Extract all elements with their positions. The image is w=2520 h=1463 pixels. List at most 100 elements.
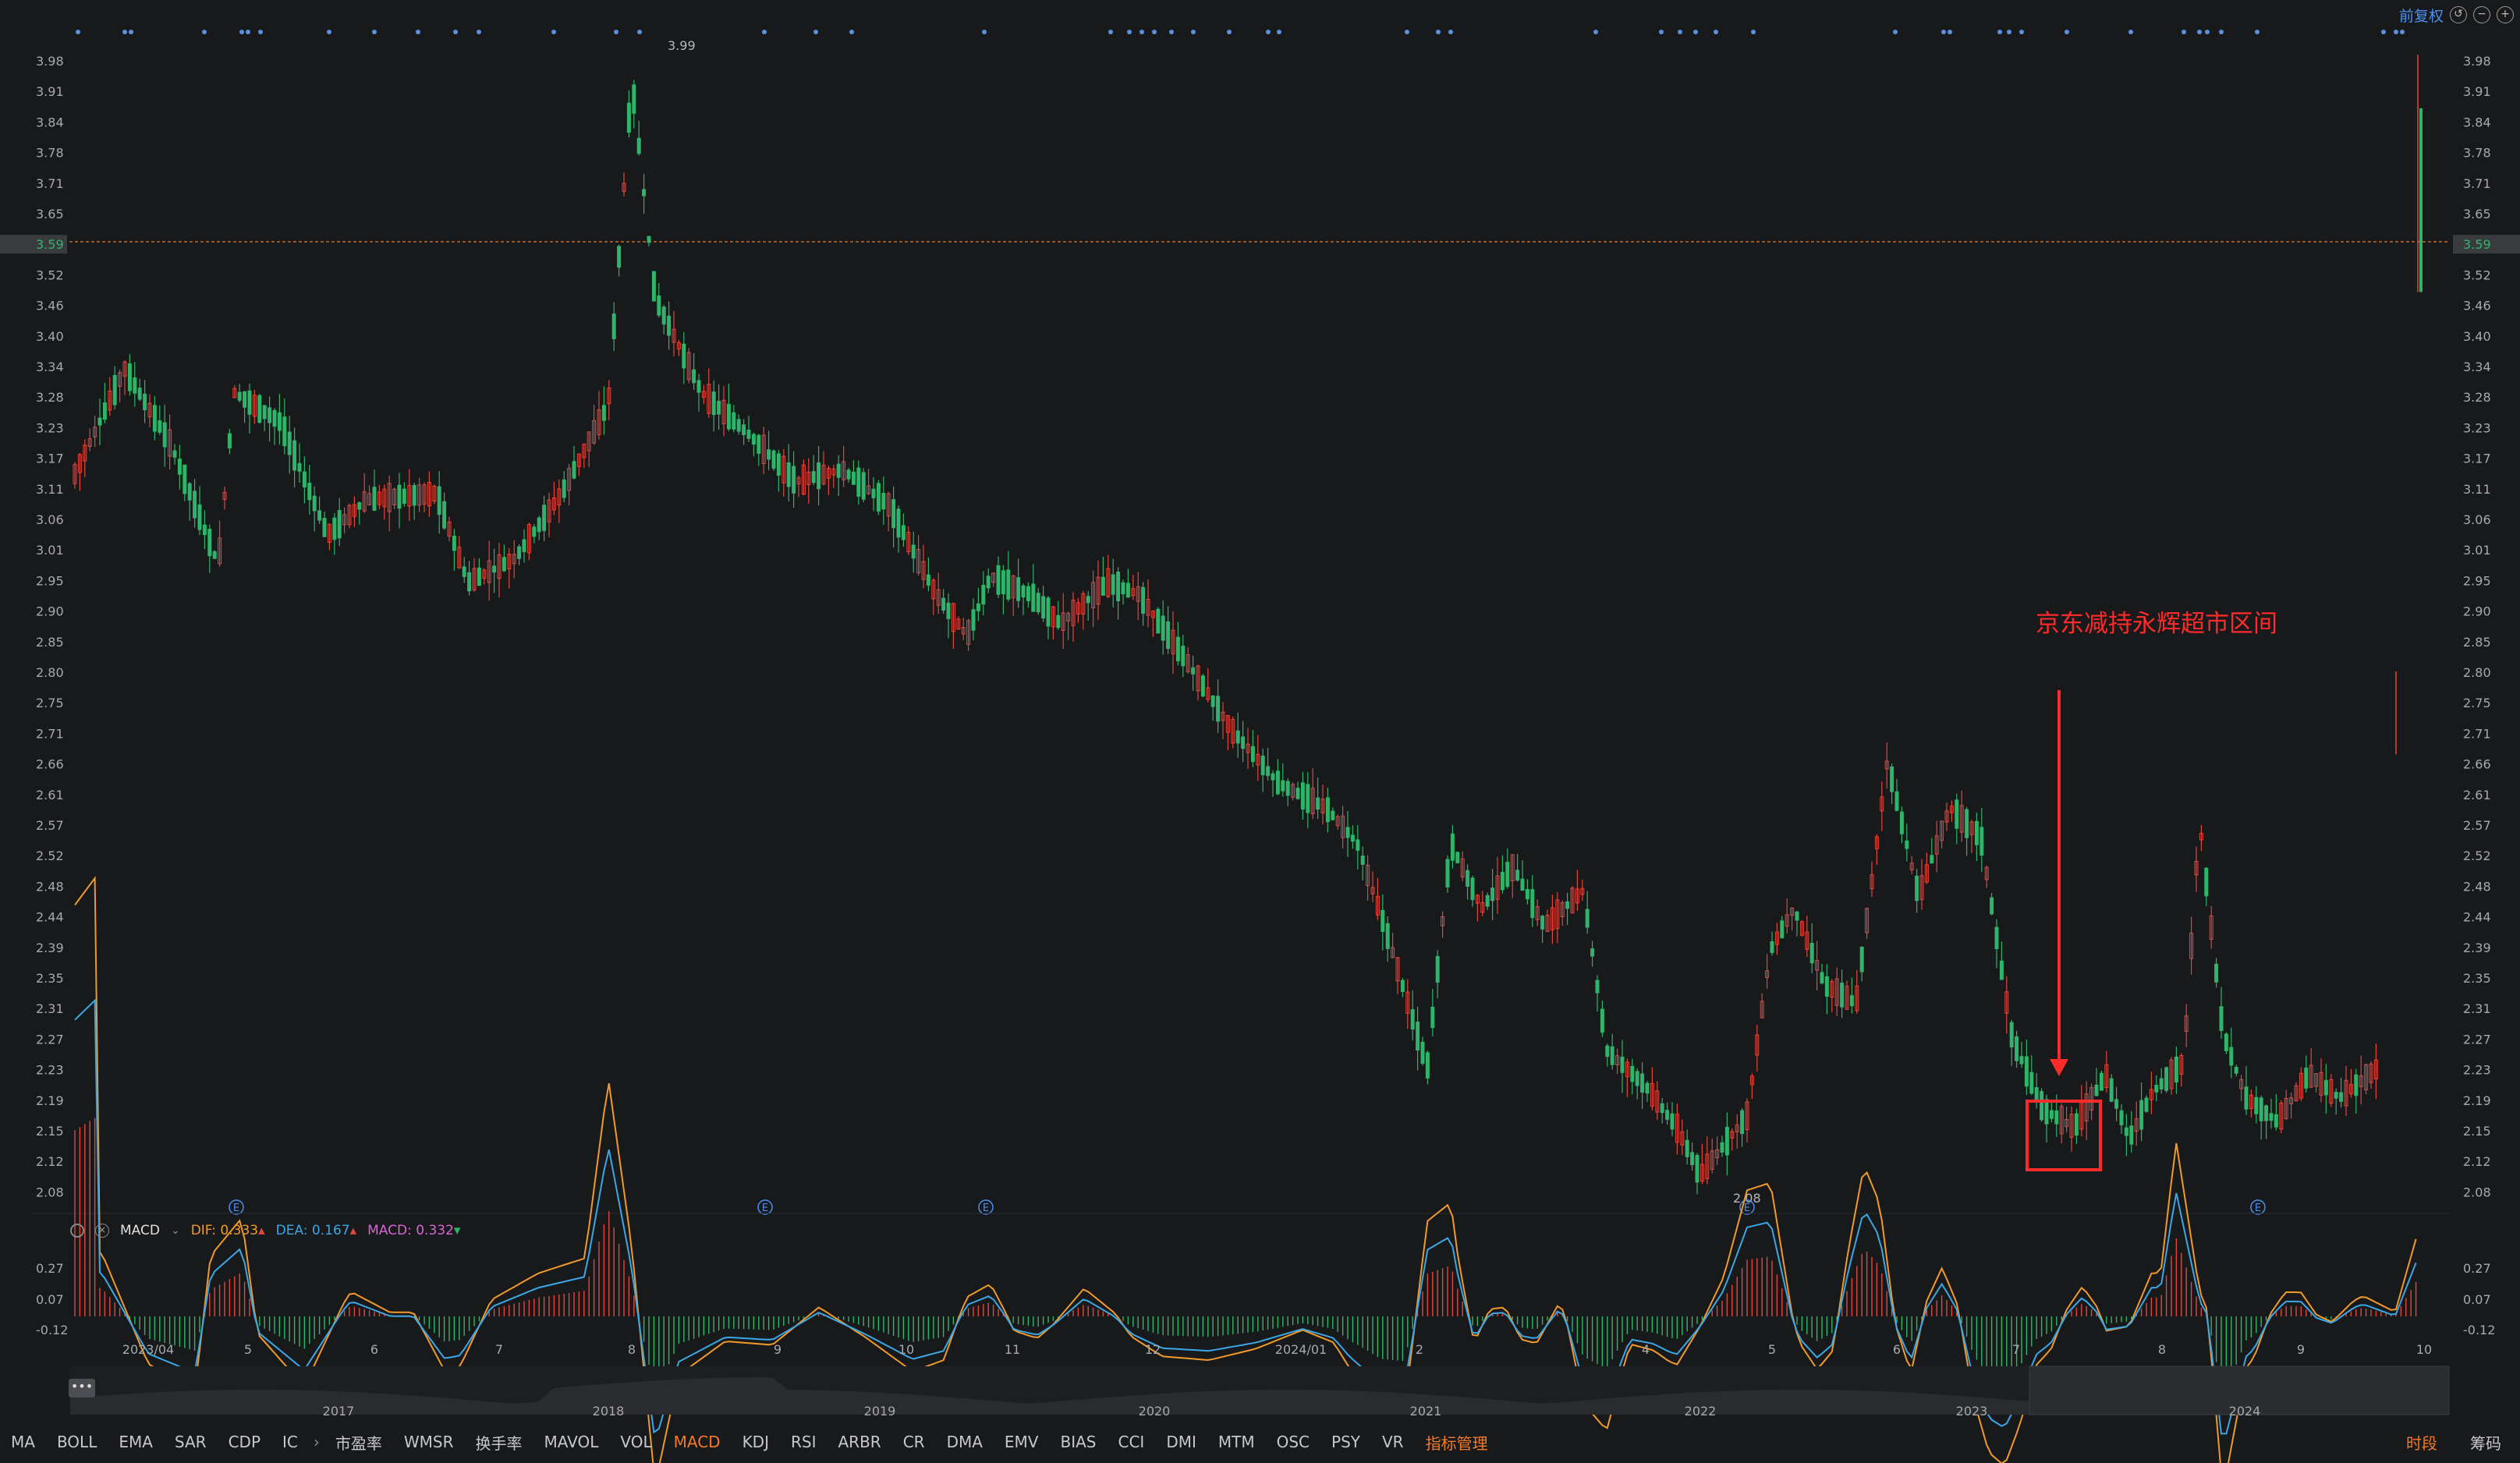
tab-vol[interactable]: VOL <box>620 1433 652 1451</box>
tab-boll[interactable]: BOLL <box>56 1433 97 1451</box>
event-dot[interactable] <box>1436 30 1441 34</box>
event-dot[interactable] <box>637 30 642 34</box>
event-dot[interactable] <box>122 30 127 34</box>
plus-circle-icon[interactable]: + <box>2497 6 2514 23</box>
tab-rsi[interactable]: RSI <box>790 1433 817 1451</box>
tab-ema[interactable]: EMA <box>119 1433 153 1451</box>
event-dot[interactable] <box>1941 30 1946 34</box>
earnings-marker[interactable] <box>978 1199 994 1215</box>
event-dot[interactable] <box>2019 30 2024 34</box>
event-dot[interactable] <box>1751 30 1756 34</box>
event-dot[interactable] <box>258 30 263 34</box>
event-dot[interactable] <box>2400 30 2405 34</box>
event-dot[interactable] <box>327 30 331 34</box>
earnings-marker[interactable] <box>229 1199 244 1215</box>
event-dot[interactable] <box>1693 30 1698 34</box>
undo-icon[interactable]: ↺ <box>2450 6 2467 23</box>
close-icon[interactable]: × <box>95 1224 109 1238</box>
event-dot[interactable] <box>477 30 481 34</box>
event-dot[interactable] <box>551 30 556 34</box>
event-dot[interactable] <box>614 30 618 34</box>
tab-mavol[interactable]: MAVOL <box>544 1433 599 1451</box>
event-dot[interactable] <box>372 30 377 34</box>
event-dot[interactable] <box>1127 30 1132 34</box>
tab-cr[interactable]: CR <box>902 1433 925 1451</box>
tab-arbr[interactable]: ARBR <box>838 1433 881 1451</box>
period-button[interactable]: 时段 <box>2406 1433 2437 1453</box>
event-dot[interactable] <box>1277 30 1281 34</box>
event-dot[interactable] <box>2007 30 2011 34</box>
event-dot[interactable] <box>813 30 818 34</box>
tab-换手率[interactable]: 换手率 <box>475 1433 523 1453</box>
tab-cci[interactable]: CCI <box>1118 1433 1145 1451</box>
event-dot[interactable] <box>1714 30 1718 34</box>
tab-cdp[interactable]: CDP <box>228 1433 261 1451</box>
event-dot[interactable] <box>762 30 767 34</box>
chevron-right-icon[interactable]: › <box>313 1433 320 1451</box>
tab-dmi[interactable]: DMI <box>1166 1433 1196 1451</box>
chevron-down-icon[interactable]: ⌄ <box>170 1224 180 1237</box>
event-dot[interactable] <box>2381 30 2386 34</box>
tab-指标管理[interactable]: 指标管理 <box>1425 1433 1488 1453</box>
event-dot[interactable] <box>453 30 458 34</box>
earnings-marker[interactable] <box>2250 1199 2266 1215</box>
tab-psy[interactable]: PSY <box>1331 1433 1360 1451</box>
tab-sar[interactable]: SAR <box>174 1433 207 1451</box>
navigator-handle[interactable]: ••• <box>69 1379 95 1397</box>
event-dot[interactable] <box>1448 30 1453 34</box>
settings-icon[interactable] <box>70 1224 84 1238</box>
event-dot[interactable] <box>239 30 244 34</box>
event-dot[interactable] <box>2065 30 2069 34</box>
minus-circle-icon[interactable]: − <box>2473 6 2490 23</box>
tab-emv[interactable]: EMV <box>1004 1433 1039 1451</box>
adjust-mode-button[interactable]: 前复权 <box>2398 7 2444 25</box>
tab-wmsr[interactable]: WMSR <box>403 1433 454 1451</box>
tab-macd[interactable]: MACD <box>673 1433 721 1451</box>
event-dot[interactable] <box>1678 30 1682 34</box>
tab-mtm[interactable]: MTM <box>1217 1433 1255 1451</box>
tab-bias[interactable]: BIAS <box>1060 1433 1097 1451</box>
navigator-window[interactable] <box>2029 1366 2450 1415</box>
event-dot[interactable] <box>2219 30 2224 34</box>
event-dot[interactable] <box>1169 30 1174 34</box>
event-dot[interactable] <box>1948 30 1952 34</box>
event-dot[interactable] <box>1152 30 1157 34</box>
chips-button[interactable]: 筹码 <box>2470 1433 2501 1453</box>
tab-kdj[interactable]: KDJ <box>742 1433 769 1451</box>
event-dot[interactable] <box>1191 30 1196 34</box>
tab-ic[interactable]: IC <box>282 1433 298 1451</box>
event-dot[interactable] <box>982 30 987 34</box>
event-dot[interactable] <box>2394 30 2398 34</box>
tab-osc[interactable]: OSC <box>1276 1433 1310 1451</box>
event-dot[interactable] <box>1405 30 1409 34</box>
event-dot[interactable] <box>1659 30 1664 34</box>
event-dot[interactable] <box>1893 30 1898 34</box>
event-dot[interactable] <box>129 30 133 34</box>
event-dot[interactable] <box>2255 30 2259 34</box>
event-dot[interactable] <box>2205 30 2210 34</box>
event-dot[interactable] <box>1266 30 1271 34</box>
candle-body <box>931 579 936 600</box>
event-dot[interactable] <box>1593 30 1598 34</box>
event-dot[interactable] <box>1108 30 1113 34</box>
tab-ma[interactable]: MA <box>11 1433 35 1451</box>
tab-vr[interactable]: VR <box>1382 1433 1404 1451</box>
earnings-marker[interactable] <box>757 1199 773 1215</box>
tab-dma[interactable]: DMA <box>946 1433 983 1451</box>
event-dot[interactable] <box>202 30 207 34</box>
indicator-name[interactable]: MACD <box>120 1223 160 1238</box>
event-dot[interactable] <box>2128 30 2133 34</box>
event-dot[interactable] <box>1139 30 1144 34</box>
event-dot[interactable] <box>2182 30 2186 34</box>
tab-市盈率[interactable]: 市盈率 <box>335 1433 382 1453</box>
event-dot[interactable] <box>416 30 420 34</box>
event-dot[interactable] <box>1227 30 1232 34</box>
event-dot[interactable] <box>849 30 854 34</box>
event-dot[interactable] <box>76 30 80 34</box>
event-dot[interactable] <box>1997 30 2002 34</box>
event-dot[interactable] <box>246 30 250 34</box>
event-dot[interactable] <box>2197 30 2202 34</box>
earnings-marker[interactable] <box>1739 1199 1755 1215</box>
